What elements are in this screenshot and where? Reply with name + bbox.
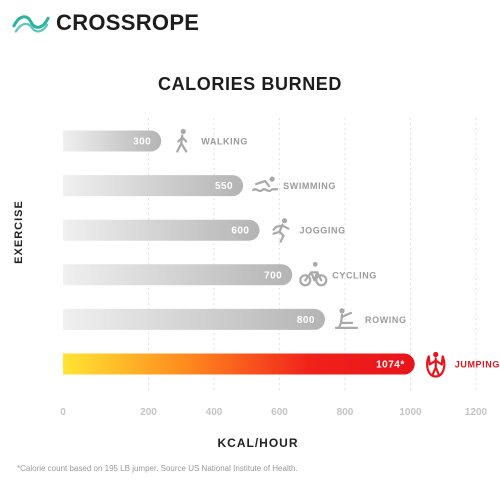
bar-value-label: 1074* bbox=[376, 360, 405, 371]
bar-jogging bbox=[63, 219, 260, 241]
jogging-icon bbox=[272, 218, 290, 243]
x-tick-label: 0 bbox=[60, 407, 66, 418]
x-tick-label: 400 bbox=[206, 407, 223, 418]
crossrope-wave-logo bbox=[12, 15, 50, 33]
bar-swimming bbox=[63, 175, 244, 197]
rowing-icon bbox=[334, 308, 359, 329]
bar-value-label: 800 bbox=[297, 315, 315, 326]
category-label: WALKING bbox=[201, 137, 248, 147]
x-axis-label: KCAL/HOUR bbox=[217, 436, 299, 450]
chart-title: CALORIES BURNED bbox=[157, 74, 342, 94]
category-label: JOGGING bbox=[300, 226, 346, 236]
x-tick-label: 200 bbox=[140, 407, 157, 418]
bar-jumping-rope bbox=[63, 353, 415, 375]
category-label: CYCLING bbox=[332, 270, 377, 280]
category-label: SWIMMING bbox=[283, 181, 336, 191]
x-tick-label: 1000 bbox=[399, 407, 422, 418]
x-tick-label: 800 bbox=[337, 407, 354, 418]
footnote: *Calorie count based on 195 LB jumper. S… bbox=[17, 464, 298, 473]
bar-rowing bbox=[63, 308, 325, 330]
jumping-rope-icon bbox=[426, 351, 446, 378]
bar-value-label: 600 bbox=[231, 226, 249, 237]
brand-header: CROSSROPE bbox=[12, 8, 242, 38]
brand-name: CROSSROPE bbox=[56, 10, 200, 35]
category-label: JUMPING ROPE bbox=[455, 360, 500, 370]
x-axis-ticks: 0 200 400 600 800 1000 1200 bbox=[60, 407, 487, 418]
bar-cycling bbox=[63, 264, 293, 286]
swimming-icon bbox=[252, 176, 279, 193]
walking-icon bbox=[176, 128, 188, 153]
category-label: ROWING bbox=[365, 315, 407, 325]
bars: 300 WALKING 550 SWIMMING 600 JOGGING 700 CYCLIN… bbox=[63, 128, 500, 378]
cycling-icon bbox=[299, 261, 328, 287]
bar-value-label: 300 bbox=[133, 137, 151, 148]
x-tick-label: 1200 bbox=[465, 407, 488, 418]
bar-value-label: 700 bbox=[264, 270, 282, 281]
bar-value-label: 550 bbox=[215, 181, 233, 192]
x-tick-label: 600 bbox=[271, 407, 288, 418]
bar-walking bbox=[63, 130, 162, 152]
grid-lines bbox=[148, 118, 477, 392]
